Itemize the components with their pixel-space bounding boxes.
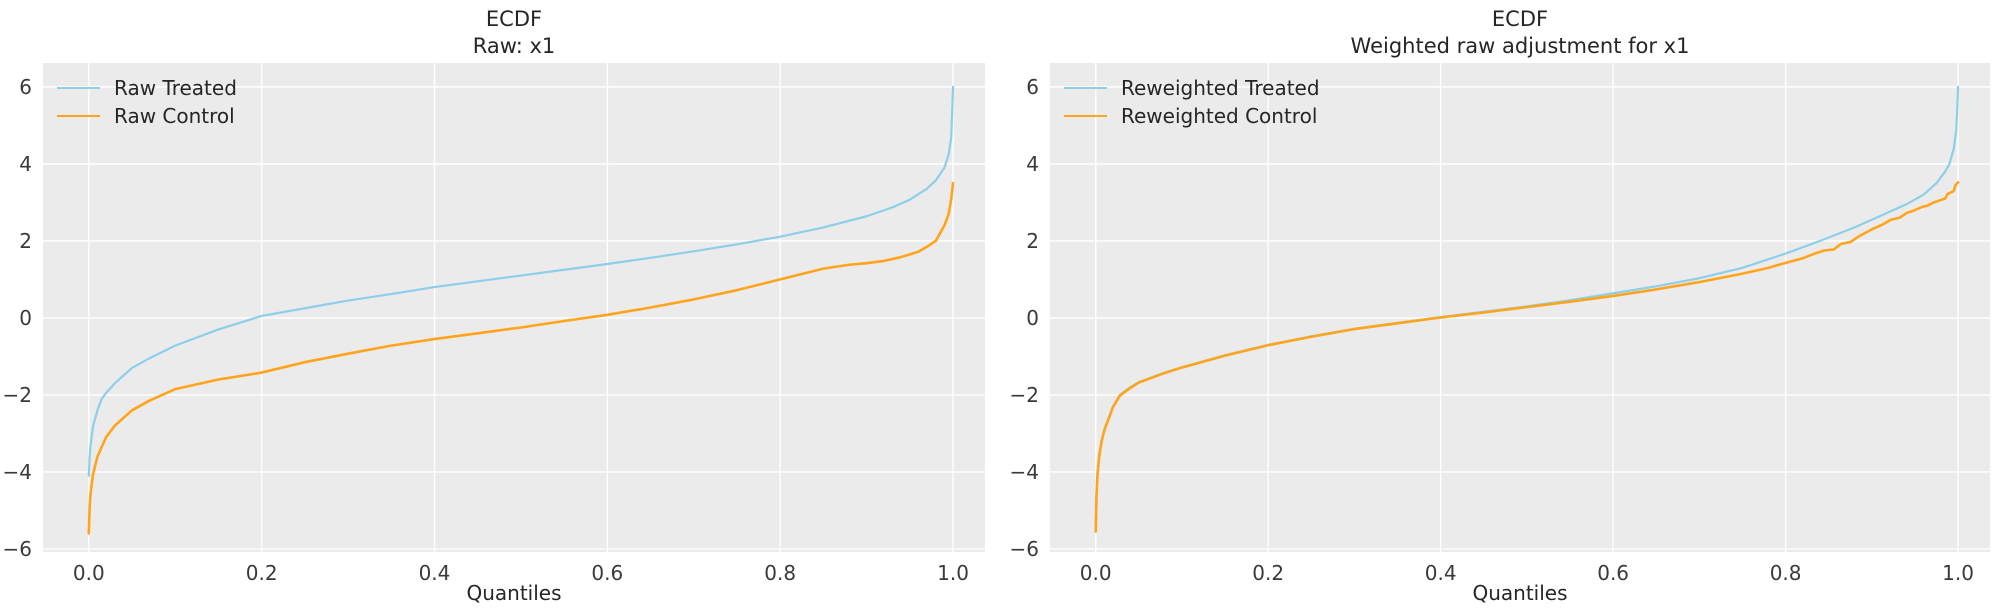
x-tick-label: 0.6 xyxy=(1597,561,1630,585)
raw-curves-svg xyxy=(43,63,985,552)
legend-row-raw-treated: Raw Treated xyxy=(57,74,237,102)
legend-label-raw-control: Raw Control xyxy=(114,104,235,128)
x-tick-label: 0.8 xyxy=(1769,561,1802,585)
legend-row-raw-control: Raw Control xyxy=(57,102,237,130)
y-tick-label: −2 xyxy=(1009,382,1039,407)
raw-control-line-swatch xyxy=(57,115,100,117)
title-line-2: Raw: x1 xyxy=(472,34,556,58)
reweighted-treated-line-swatch xyxy=(1064,87,1107,89)
x-tick-label: 0.2 xyxy=(1252,561,1285,585)
raw-treated-line-swatch xyxy=(57,87,100,89)
title-line-2: Weighted raw adjustment for x1 xyxy=(1350,34,1690,58)
x-tick-label: 0.0 xyxy=(1079,561,1112,585)
title-line-1: ECDF xyxy=(485,7,543,31)
y-tick-label: 6 xyxy=(1026,74,1039,99)
y-tick-label: −6 xyxy=(2,536,32,561)
x-tick-label: 0.4 xyxy=(1424,561,1457,585)
y-tick-label: 4 xyxy=(19,151,32,176)
x-axis-label-raw: Quantiles xyxy=(466,581,562,605)
x-axis-label-weighted: Quantiles xyxy=(1472,581,1568,605)
plot-area-raw: Raw Treated Raw Control xyxy=(43,63,985,552)
y-tick-label: 0 xyxy=(1026,305,1039,330)
chart-title-raw: ECDF Raw: x1 xyxy=(43,6,985,60)
y-tick-label: 0 xyxy=(19,305,32,330)
y-tick-label: −6 xyxy=(1009,536,1039,561)
x-tick-label: 0.8 xyxy=(764,561,797,585)
y-tick-label: −4 xyxy=(1009,459,1039,484)
legend-label-raw-treated: Raw Treated xyxy=(114,76,237,100)
x-tick-label: 0.6 xyxy=(591,561,624,585)
x-tick-label: 1.0 xyxy=(1942,561,1974,585)
legend-row-reweighted-treated: Reweighted Treated xyxy=(1064,74,1320,102)
legend-raw: Raw Treated Raw Control xyxy=(57,74,237,130)
y-tick-label: 2 xyxy=(19,228,32,253)
y-tick-label: 2 xyxy=(1026,228,1039,253)
legend-row-reweighted-control: Reweighted Control xyxy=(1064,102,1320,130)
raw-control-curve xyxy=(87,181,955,535)
x-tick-label: 1.0 xyxy=(937,561,969,585)
title-line-1: ECDF xyxy=(1491,7,1549,31)
y-tick-label: −4 xyxy=(2,459,32,484)
y-tick-label: −2 xyxy=(2,382,32,407)
y-tick-label: 4 xyxy=(1026,151,1039,176)
weighted-curves-svg xyxy=(1050,63,1990,552)
x-tick-label: 0.0 xyxy=(72,561,105,585)
plot-area-weighted: Reweighted Treated Reweighted Control xyxy=(1050,63,1990,552)
chart-title-weighted: ECDF Weighted raw adjustment for x1 xyxy=(1050,6,1990,60)
legend-weighted: Reweighted Treated Reweighted Control xyxy=(1064,74,1320,130)
reweighted-control-curve xyxy=(1094,181,1960,533)
x-tick-label: 0.4 xyxy=(418,561,451,585)
legend-label-reweighted-treated: Reweighted Treated xyxy=(1121,76,1320,100)
x-tick-label: 0.2 xyxy=(245,561,278,585)
legend-label-reweighted-control: Reweighted Control xyxy=(1121,104,1318,128)
raw-treated-curve xyxy=(87,85,955,477)
y-tick-label: 6 xyxy=(19,74,32,99)
reweighted-control-line-swatch xyxy=(1064,115,1107,117)
